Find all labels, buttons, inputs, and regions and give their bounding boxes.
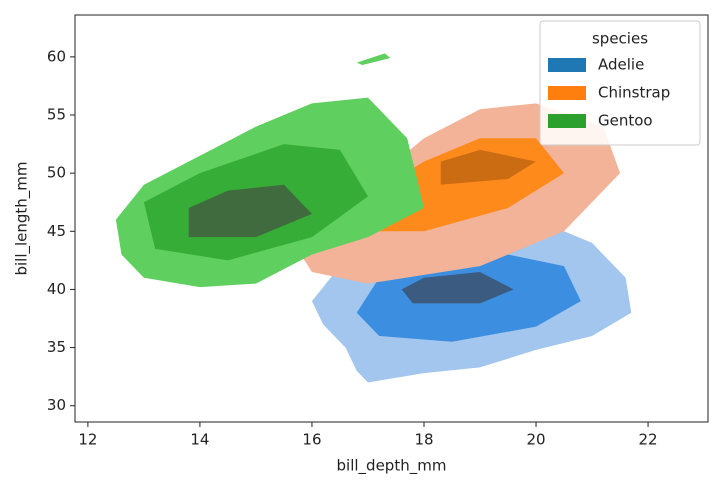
density-contour: [188, 184, 312, 238]
x-tick-label: 16: [302, 431, 321, 449]
plot-frame: [74, 14, 709, 423]
x-tick-label: 22: [639, 431, 658, 449]
y-tick-label: 30: [47, 396, 66, 414]
legend-label: Adelie: [598, 56, 644, 74]
legend-swatch: [548, 86, 586, 100]
density-contour: [356, 53, 391, 66]
density-contour: [401, 271, 514, 304]
x-tick-label: 18: [414, 431, 433, 449]
legend: species Adelie Chinstrap Gentoo: [539, 20, 701, 146]
x-tick-label: 12: [78, 431, 97, 449]
density-contour: [440, 149, 537, 185]
y-axis-label: bill_length_mm: [13, 161, 32, 275]
y-tick-label: 40: [47, 280, 66, 298]
legend-title: species: [592, 30, 648, 48]
x-tick-label: 14: [190, 431, 209, 449]
legend-swatch: [548, 58, 586, 72]
y-tick-label: 35: [47, 338, 66, 356]
x-tick-label: 20: [526, 431, 545, 449]
legend-label: Gentoo: [598, 112, 653, 130]
y-tick-label: 45: [47, 222, 66, 240]
y-tick-label: 60: [47, 47, 66, 65]
legend-swatch: [548, 114, 586, 128]
y-tick-label: 55: [47, 106, 66, 124]
x-axis-label: bill_depth_mm: [337, 457, 447, 476]
legend-label: Chinstrap: [598, 84, 670, 102]
y-tick-label: 50: [47, 164, 66, 182]
